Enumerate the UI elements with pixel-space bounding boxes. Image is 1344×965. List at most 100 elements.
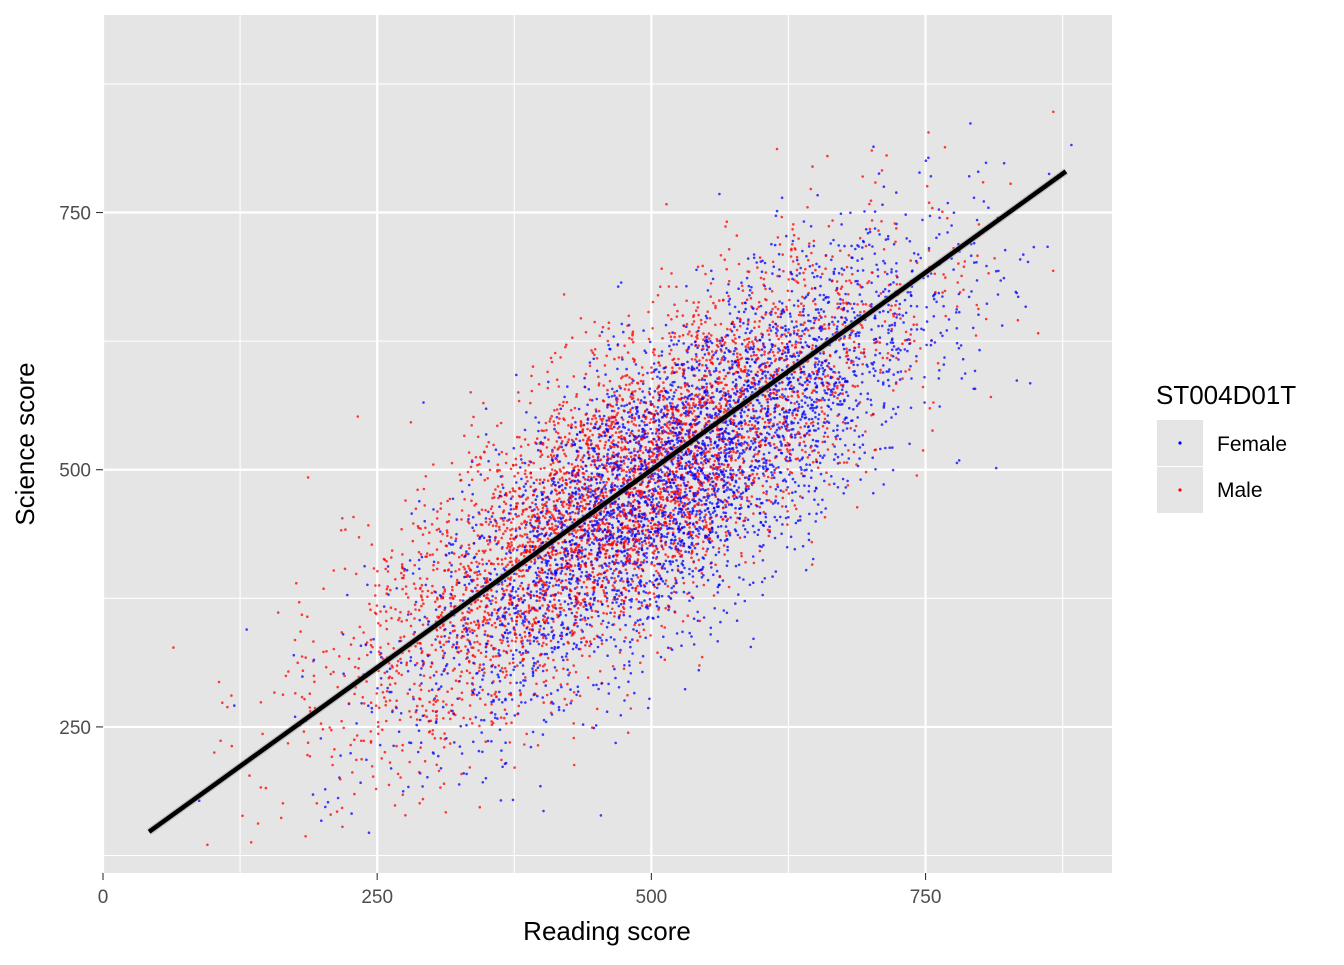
data-point [765,459,768,462]
data-point [407,670,410,673]
data-point [482,663,485,666]
data-point [977,170,980,173]
data-point [523,485,526,488]
data-point [563,609,566,612]
data-point [566,652,569,655]
data-point [624,388,627,391]
data-point [596,514,599,517]
data-point [797,519,800,522]
data-point [555,607,558,610]
data-point [596,580,599,583]
data-point [583,581,586,584]
data-point [944,290,947,293]
data-point [349,744,352,747]
data-point [629,471,632,474]
data-point [630,393,633,396]
data-point [320,819,323,822]
data-point [549,564,552,567]
data-point [804,425,807,428]
data-point [562,643,565,646]
data-point [705,550,708,553]
data-point [428,701,431,704]
data-point [414,608,417,611]
data-point [836,307,839,310]
data-point [692,402,695,405]
data-point [828,399,831,402]
data-point [887,379,890,382]
data-point [841,392,844,395]
data-point [433,674,436,677]
data-point [566,385,569,388]
data-point [613,569,616,572]
data-point [645,449,648,452]
data-point [434,649,437,652]
data-point [640,601,643,604]
data-point [602,522,605,525]
data-point [672,585,675,588]
data-point [685,401,688,404]
data-point [696,367,699,370]
data-point [640,580,643,583]
data-point [468,607,471,610]
data-point [892,281,895,284]
data-point [676,409,679,412]
data-point [495,525,498,528]
data-point [432,703,435,706]
data-point [604,373,607,376]
data-point [856,506,859,509]
data-point [419,684,422,687]
data-point [682,454,685,457]
data-point [750,482,753,485]
data-point [491,599,494,602]
data-point [513,766,516,769]
data-point [774,537,777,540]
data-point [608,396,611,399]
data-point [662,381,665,384]
data-point [412,540,415,543]
data-point [451,704,454,707]
data-point [794,343,797,346]
data-point [821,499,824,502]
data-point [696,553,699,556]
data-point [878,233,881,236]
data-point [737,287,740,290]
data-point [669,560,672,563]
data-point [856,303,859,306]
data-point [408,650,411,653]
data-point [919,257,922,260]
data-point [726,546,729,549]
data-point [661,416,664,419]
data-point [660,408,663,411]
data-point [747,343,750,346]
data-point [465,586,468,589]
data-point [762,472,765,475]
data-point [659,508,662,511]
data-point [313,659,316,662]
data-point [717,586,720,589]
data-point [892,315,895,318]
data-point [570,700,573,703]
data-point [804,445,807,448]
data-point [797,485,800,488]
data-point [523,594,526,597]
data-point [245,628,248,631]
data-point [601,331,604,334]
data-point [515,458,518,461]
data-point [435,682,438,685]
data-point [861,381,864,384]
data-point [419,577,422,580]
data-point [874,227,877,230]
data-point [746,277,749,280]
data-point [257,822,260,825]
data-point [638,547,641,550]
data-point [467,649,470,652]
data-point [363,565,366,568]
data-point [741,452,744,455]
data-point [710,443,713,446]
data-point [752,555,755,558]
data-point [616,540,619,543]
data-point [489,659,492,662]
data-point [696,331,699,334]
data-point [501,583,504,586]
data-point [764,577,767,580]
